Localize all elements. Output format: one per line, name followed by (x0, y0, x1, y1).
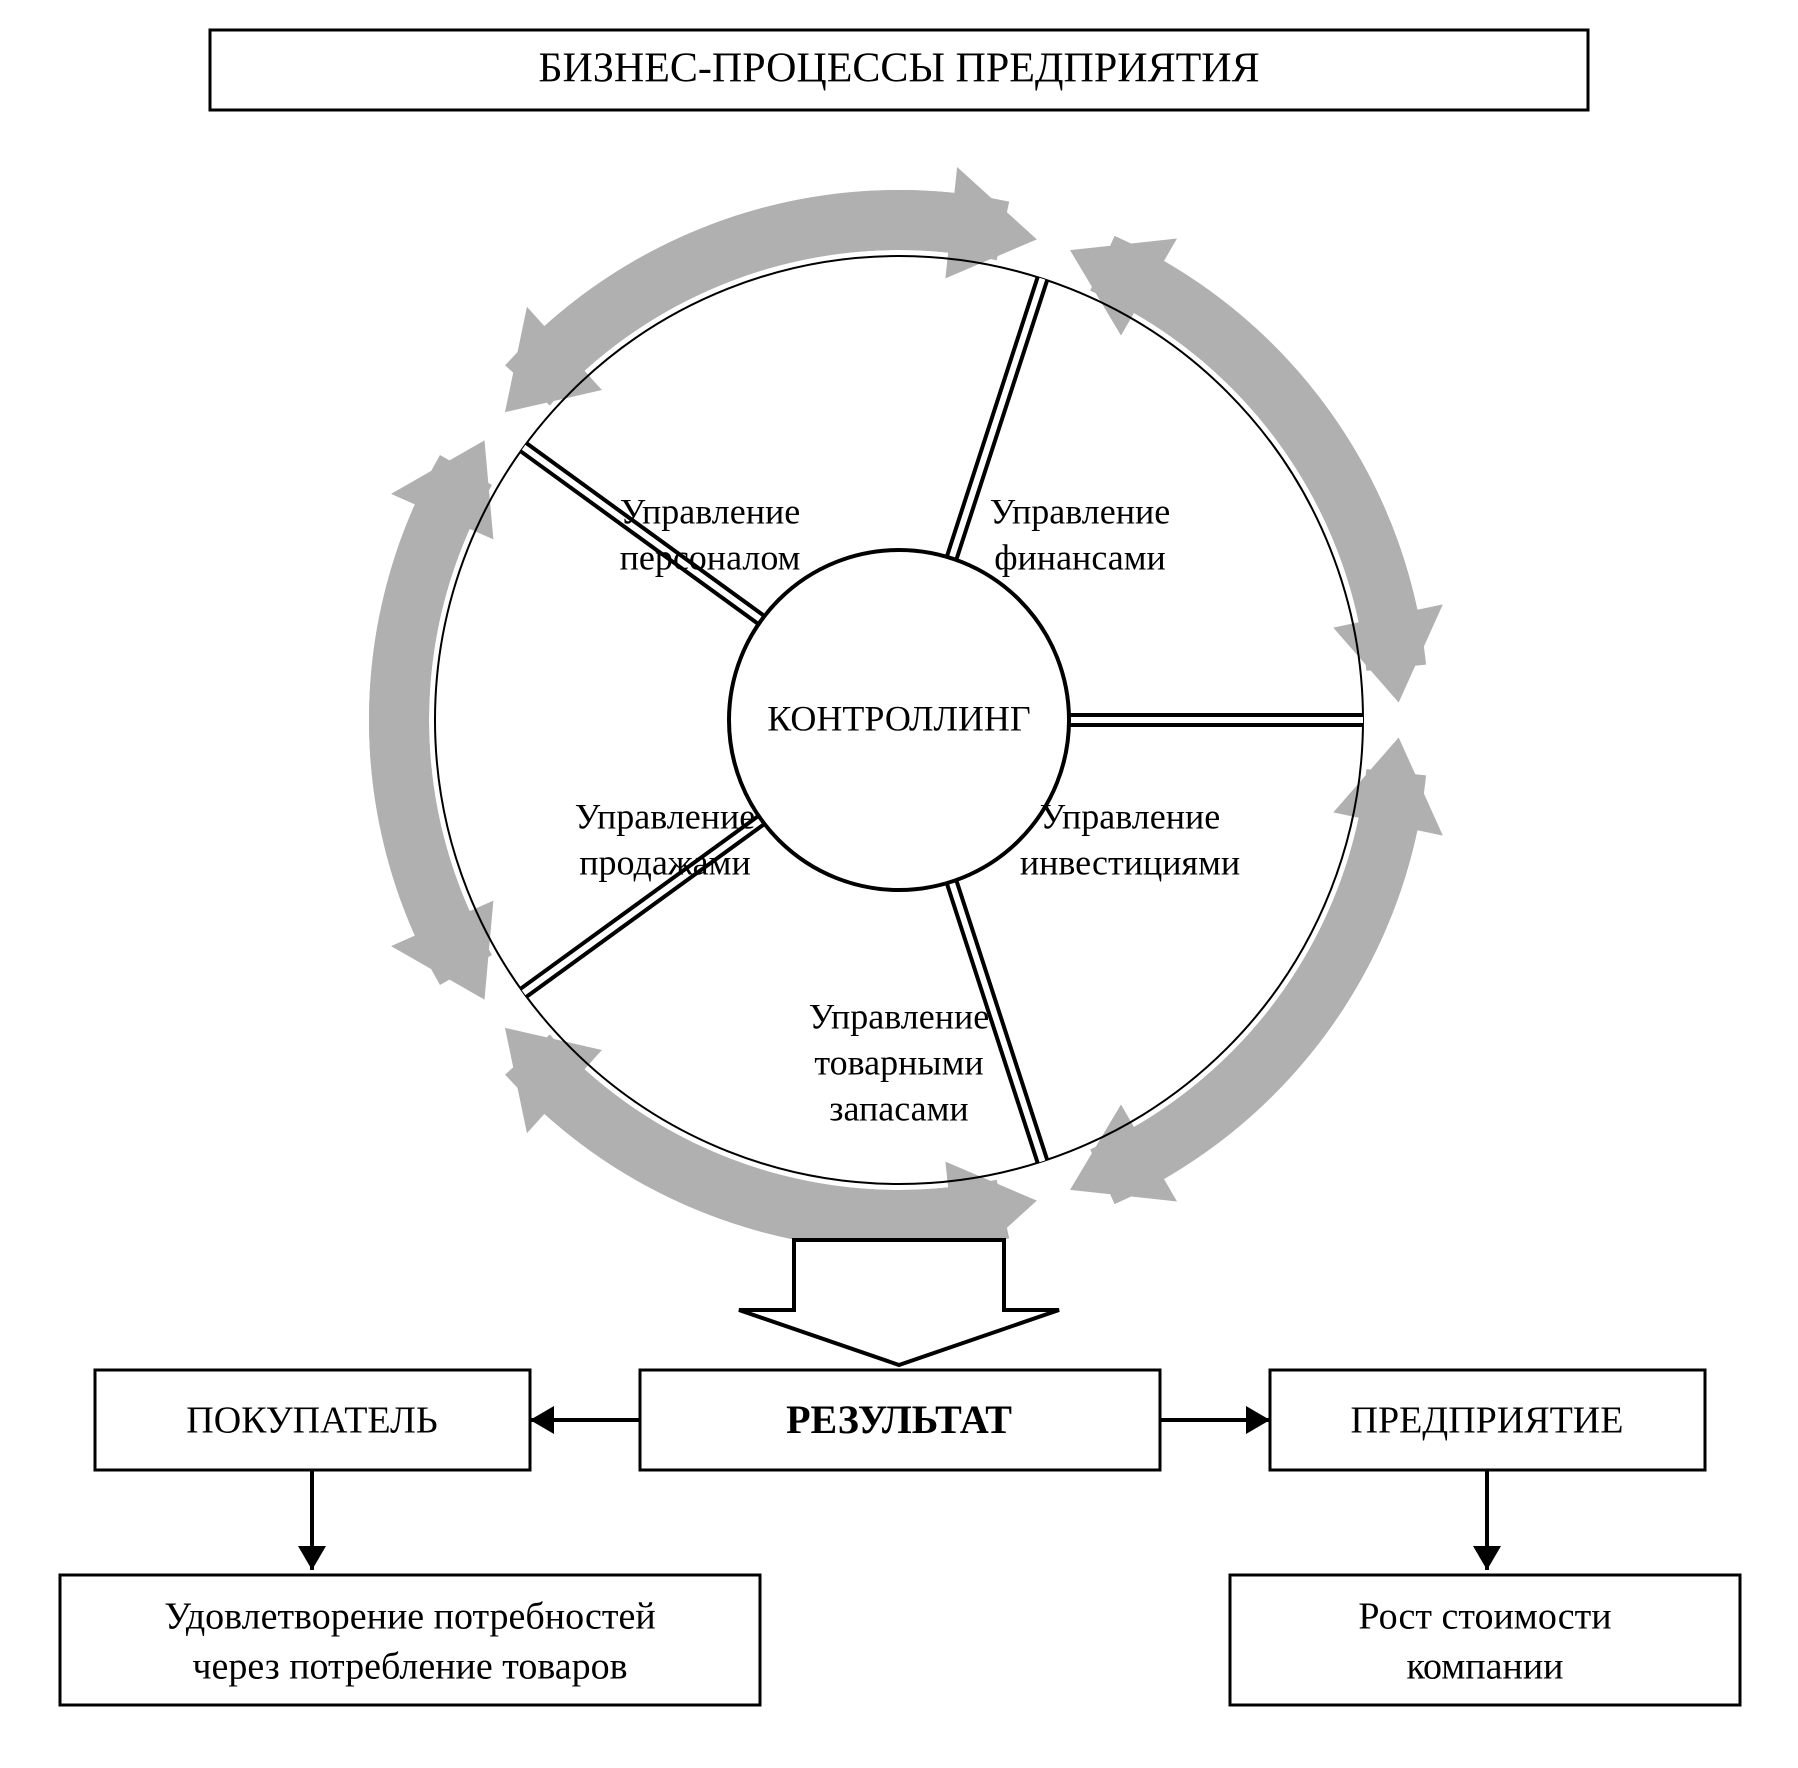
buyer-title: ПОКУПАТЕЛЬ (186, 1400, 437, 1442)
segment-line: финансами (994, 537, 1166, 577)
result-text: РЕЗУЛЬТАТ (786, 1397, 1012, 1442)
enterprise-outcome-l1: Рост стоимости (1358, 1596, 1611, 1638)
segment-line: товарными (814, 1042, 983, 1082)
center-label: КОНТРОЛЛИНГ (767, 698, 1030, 738)
title-text: БИЗНЕС-ПРОЦЕССЫ ПРЕДПРИЯТИЯ (538, 46, 1259, 92)
segment-line: Управление (620, 491, 801, 531)
diagram-root: БИЗНЕС-ПРОЦЕССЫ ПРЕДПРИЯТИЯ КОНТРОЛЛИНГ Уп… (0, 0, 1798, 1768)
segment-line: продажами (579, 842, 750, 882)
segment-line: Управление (575, 796, 756, 836)
segment-line: Управление (1040, 796, 1221, 836)
buyer-outcome-l1: Удовлетворение потребностей (164, 1596, 655, 1638)
enterprise-outcome-l2: компании (1406, 1646, 1563, 1688)
enterprise-title: ПРЕДПРИЯТИЕ (1351, 1400, 1624, 1442)
segment-line: Управление (990, 491, 1171, 531)
segment-line: Управление (809, 996, 990, 1036)
segment-line: инвестициями (1020, 842, 1240, 882)
segment-line: персоналом (620, 537, 801, 577)
segment-line: запасами (829, 1088, 968, 1128)
buyer-outcome-l2: через потребление товаров (192, 1646, 627, 1688)
